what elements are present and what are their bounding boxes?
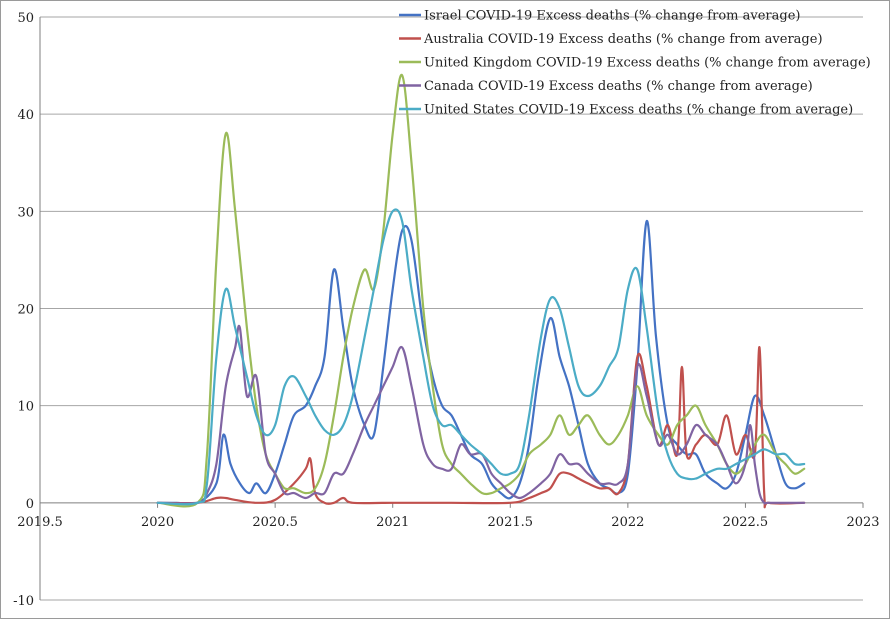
x-tick-label: 2022 — [611, 515, 644, 530]
y-tick-label: 50 — [17, 11, 34, 26]
series-line-canada — [156, 324, 806, 505]
series-lines — [156, 74, 806, 509]
y-tick-labels: -10 0 10 20 30 40 50 — [13, 11, 34, 609]
x-tick-label: 2020 — [141, 515, 174, 530]
legend-label-israel: Israel COVID-19 Excess deaths (% change … — [424, 9, 800, 24]
y-tick-label: 20 — [17, 303, 34, 318]
y-tick-label: 40 — [17, 108, 34, 123]
legend-label-united-states: United States COVID-19 Excess deaths (% … — [424, 103, 853, 118]
x-tick-label: 2022.5 — [723, 515, 769, 530]
legend-label-australia: Australia COVID-19 Excess deaths (% chan… — [423, 32, 823, 47]
x-tick-label: 2020.5 — [252, 515, 298, 530]
series-line-australia — [156, 346, 806, 509]
x-tick-labels: 2019.5 2020 2020.5 2021 2021.5 2022 2022.5 2023 — [17, 515, 879, 530]
legend-label-united-kingdom: United Kingdom COVID-19 Excess deaths (%… — [424, 56, 871, 71]
x-tick-label: 2023 — [846, 515, 879, 530]
series-line-israel — [156, 219, 806, 506]
series-line-united-kingdom — [156, 74, 806, 508]
y-tick-label: 30 — [17, 205, 34, 220]
gridlines — [40, 16, 863, 601]
y-tick-label: -10 — [13, 594, 34, 609]
x-tick-label: 2021.5 — [488, 515, 534, 530]
legend: Israel COVID-19 Excess deaths (% change … — [399, 9, 871, 118]
x-tick-label: 2021 — [376, 515, 409, 530]
series-line-united-states — [156, 208, 806, 506]
y-tick-label: 10 — [17, 400, 34, 415]
y-tick-label: 0 — [26, 497, 34, 512]
legend-label-canada: Canada COVID-19 Excess deaths (% change … — [424, 79, 813, 94]
x-tick-label: 2019.5 — [17, 515, 63, 530]
